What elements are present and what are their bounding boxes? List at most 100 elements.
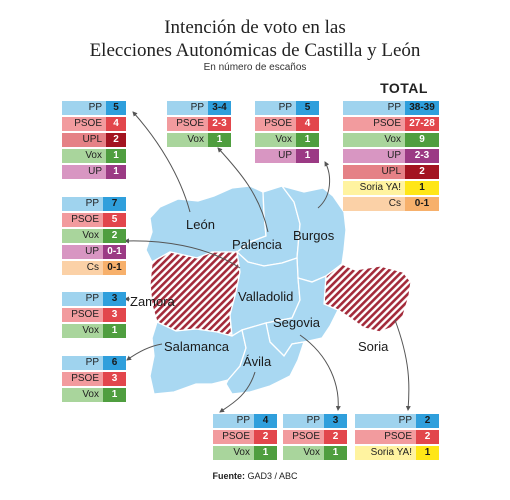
- party-label: PP: [167, 101, 208, 115]
- province-label-zamora: Zamora: [130, 294, 176, 309]
- seat-count: 3: [324, 414, 347, 428]
- party-label: PP: [213, 414, 254, 428]
- seat-count: 5: [103, 213, 126, 227]
- party-label: UP: [62, 245, 103, 259]
- party-label: PP: [355, 414, 416, 428]
- seat-row-total-up: UP 2-3: [343, 149, 439, 163]
- seat-row-avila-vox: Vox 1: [213, 446, 277, 460]
- party-label: PSOE: [62, 308, 103, 322]
- seat-row-burgos-psoe: PSOE 4: [255, 117, 319, 131]
- party-label: Vox: [255, 133, 296, 147]
- party-label: Vox: [343, 133, 405, 147]
- seat-count: 0-1: [405, 197, 439, 211]
- party-label: Vox: [167, 133, 208, 147]
- party-label: Soria YA!: [355, 446, 416, 460]
- source-line: Fuente: GAD3 / ABC: [0, 471, 510, 481]
- seat-row-palencia-pp: PP 3-4: [167, 101, 231, 115]
- party-label: Cs: [343, 197, 405, 211]
- province-label-soria: Soria: [358, 339, 389, 354]
- party-label: PP: [283, 414, 324, 428]
- province-label-valladolid: Valladolid: [238, 289, 293, 304]
- seats-table-avila: PP 4 PSOE 2 Vox 1: [213, 414, 277, 462]
- seat-row-zamora-psoe: PSOE 3: [62, 308, 126, 322]
- seat-row-valladolid-up: UP 0-1: [62, 245, 126, 259]
- party-label: PSOE: [283, 430, 324, 444]
- seats-table-total: PP 38-39 PSOE 27-28 Vox 9 UP 2-3 UPL 2 Soria YA! 1 C…: [343, 101, 439, 213]
- seats-table-valladolid: PP 7 PSOE 5 Vox 2 UP 0-1 Cs 0-1: [62, 197, 126, 277]
- seat-row-zamora-vox: Vox 1: [62, 324, 126, 338]
- seat-row-segovia-pp: PP 3: [283, 414, 347, 428]
- seats-table-burgos: PP 5 PSOE 4 Vox 1 UP 1: [255, 101, 319, 165]
- seat-row-leon-psoe: PSOE 4: [62, 117, 126, 131]
- seat-count: 2: [405, 165, 439, 179]
- party-label: PP: [343, 101, 405, 115]
- seat-row-total-upl: UPL 2: [343, 165, 439, 179]
- seat-count: 0-1: [103, 245, 126, 259]
- seat-count: 4: [254, 414, 277, 428]
- seat-row-leon-upl: UPL 2: [62, 133, 126, 147]
- province-label-burgos: Burgos: [293, 228, 335, 243]
- seat-row-leon-pp: PP 5: [62, 101, 126, 115]
- party-label: PP: [62, 292, 103, 306]
- seat-row-burgos-pp: PP 5: [255, 101, 319, 115]
- seat-count: 1: [254, 446, 277, 460]
- seat-row-total-soriaya: Soria YA! 1: [343, 181, 439, 195]
- party-label: Vox: [62, 149, 106, 163]
- seat-row-segovia-psoe: PSOE 2: [283, 430, 347, 444]
- seat-count: 5: [106, 101, 126, 115]
- seat-count: 2-3: [208, 117, 231, 131]
- seat-count: 6: [103, 356, 126, 370]
- seat-count: 2-3: [405, 149, 439, 163]
- source-value: GAD3 / ABC: [247, 471, 298, 481]
- seat-count: 1: [324, 446, 347, 460]
- province-soria[interactable]: [323, 263, 412, 333]
- seat-count: 1: [103, 388, 126, 402]
- party-label: UPL: [343, 165, 405, 179]
- chart-subtitle: En número de escaños: [203, 62, 307, 73]
- seat-count: 9: [405, 133, 439, 147]
- seat-row-total-vox: Vox 9: [343, 133, 439, 147]
- province-label-salamanca: Salamanca: [164, 339, 230, 354]
- seat-row-total-cs: Cs 0-1: [343, 197, 439, 211]
- party-label: Vox: [62, 324, 103, 338]
- seat-count: 1: [106, 149, 126, 163]
- seats-table-palencia: PP 3-4 PSOE 2-3 Vox 1: [167, 101, 231, 149]
- party-label: Vox: [62, 388, 103, 402]
- party-label: PSOE: [62, 372, 103, 386]
- seat-row-soria-psoe: PSOE 2: [355, 430, 439, 444]
- seat-row-salamanca-psoe: PSOE 3: [62, 372, 126, 386]
- seat-count: 38-39: [405, 101, 439, 115]
- chart-title-line-2: Elecciones Autonómicas de Castilla y Leó…: [89, 40, 421, 61]
- seat-row-valladolid-cs: Cs 0-1: [62, 261, 126, 275]
- seat-count: 1: [416, 446, 439, 460]
- seat-row-palencia-psoe: PSOE 2-3: [167, 117, 231, 131]
- party-label: PSOE: [213, 430, 254, 444]
- party-label: PP: [62, 197, 103, 211]
- province-avila[interactable]: [225, 322, 305, 395]
- arrow-palencia: [217, 147, 269, 233]
- party-label: PP: [255, 101, 296, 115]
- seat-row-palencia-vox: Vox 1: [167, 133, 231, 147]
- total-heading: TOTAL: [380, 80, 428, 96]
- seat-count: 2: [254, 430, 277, 444]
- province-label-leon: León: [186, 217, 215, 232]
- seat-count: 0-1: [103, 261, 126, 275]
- province-label-palencia: Palencia: [232, 237, 283, 252]
- seats-table-zamora: PP 3 PSOE 3 Vox 1: [62, 292, 126, 340]
- seats-table-leon: PP 5 PSOE 4 UPL 2 Vox 1 UP 1: [62, 101, 126, 181]
- province-label-segovia: Segovia: [273, 315, 321, 330]
- seat-row-soria-soriaya: Soria YA! 1: [355, 446, 439, 460]
- seats-table-soria: PP 2 PSOE 2 Soria YA! 1: [355, 414, 439, 462]
- seat-count: 3: [103, 292, 126, 306]
- party-label: Cs: [62, 261, 103, 275]
- arrow-leon: [132, 111, 191, 213]
- seat-count: 2: [416, 414, 439, 428]
- seat-count: 1: [103, 324, 126, 338]
- seat-row-total-psoe: PSOE 27-28: [343, 117, 439, 131]
- arrow-soria: [394, 319, 411, 411]
- seat-count: 7: [103, 197, 126, 211]
- seat-row-salamanca-vox: Vox 1: [62, 388, 126, 402]
- party-label: PSOE: [343, 117, 405, 131]
- arrow-segovia: [299, 334, 341, 411]
- arrow-salamanca: [126, 343, 163, 361]
